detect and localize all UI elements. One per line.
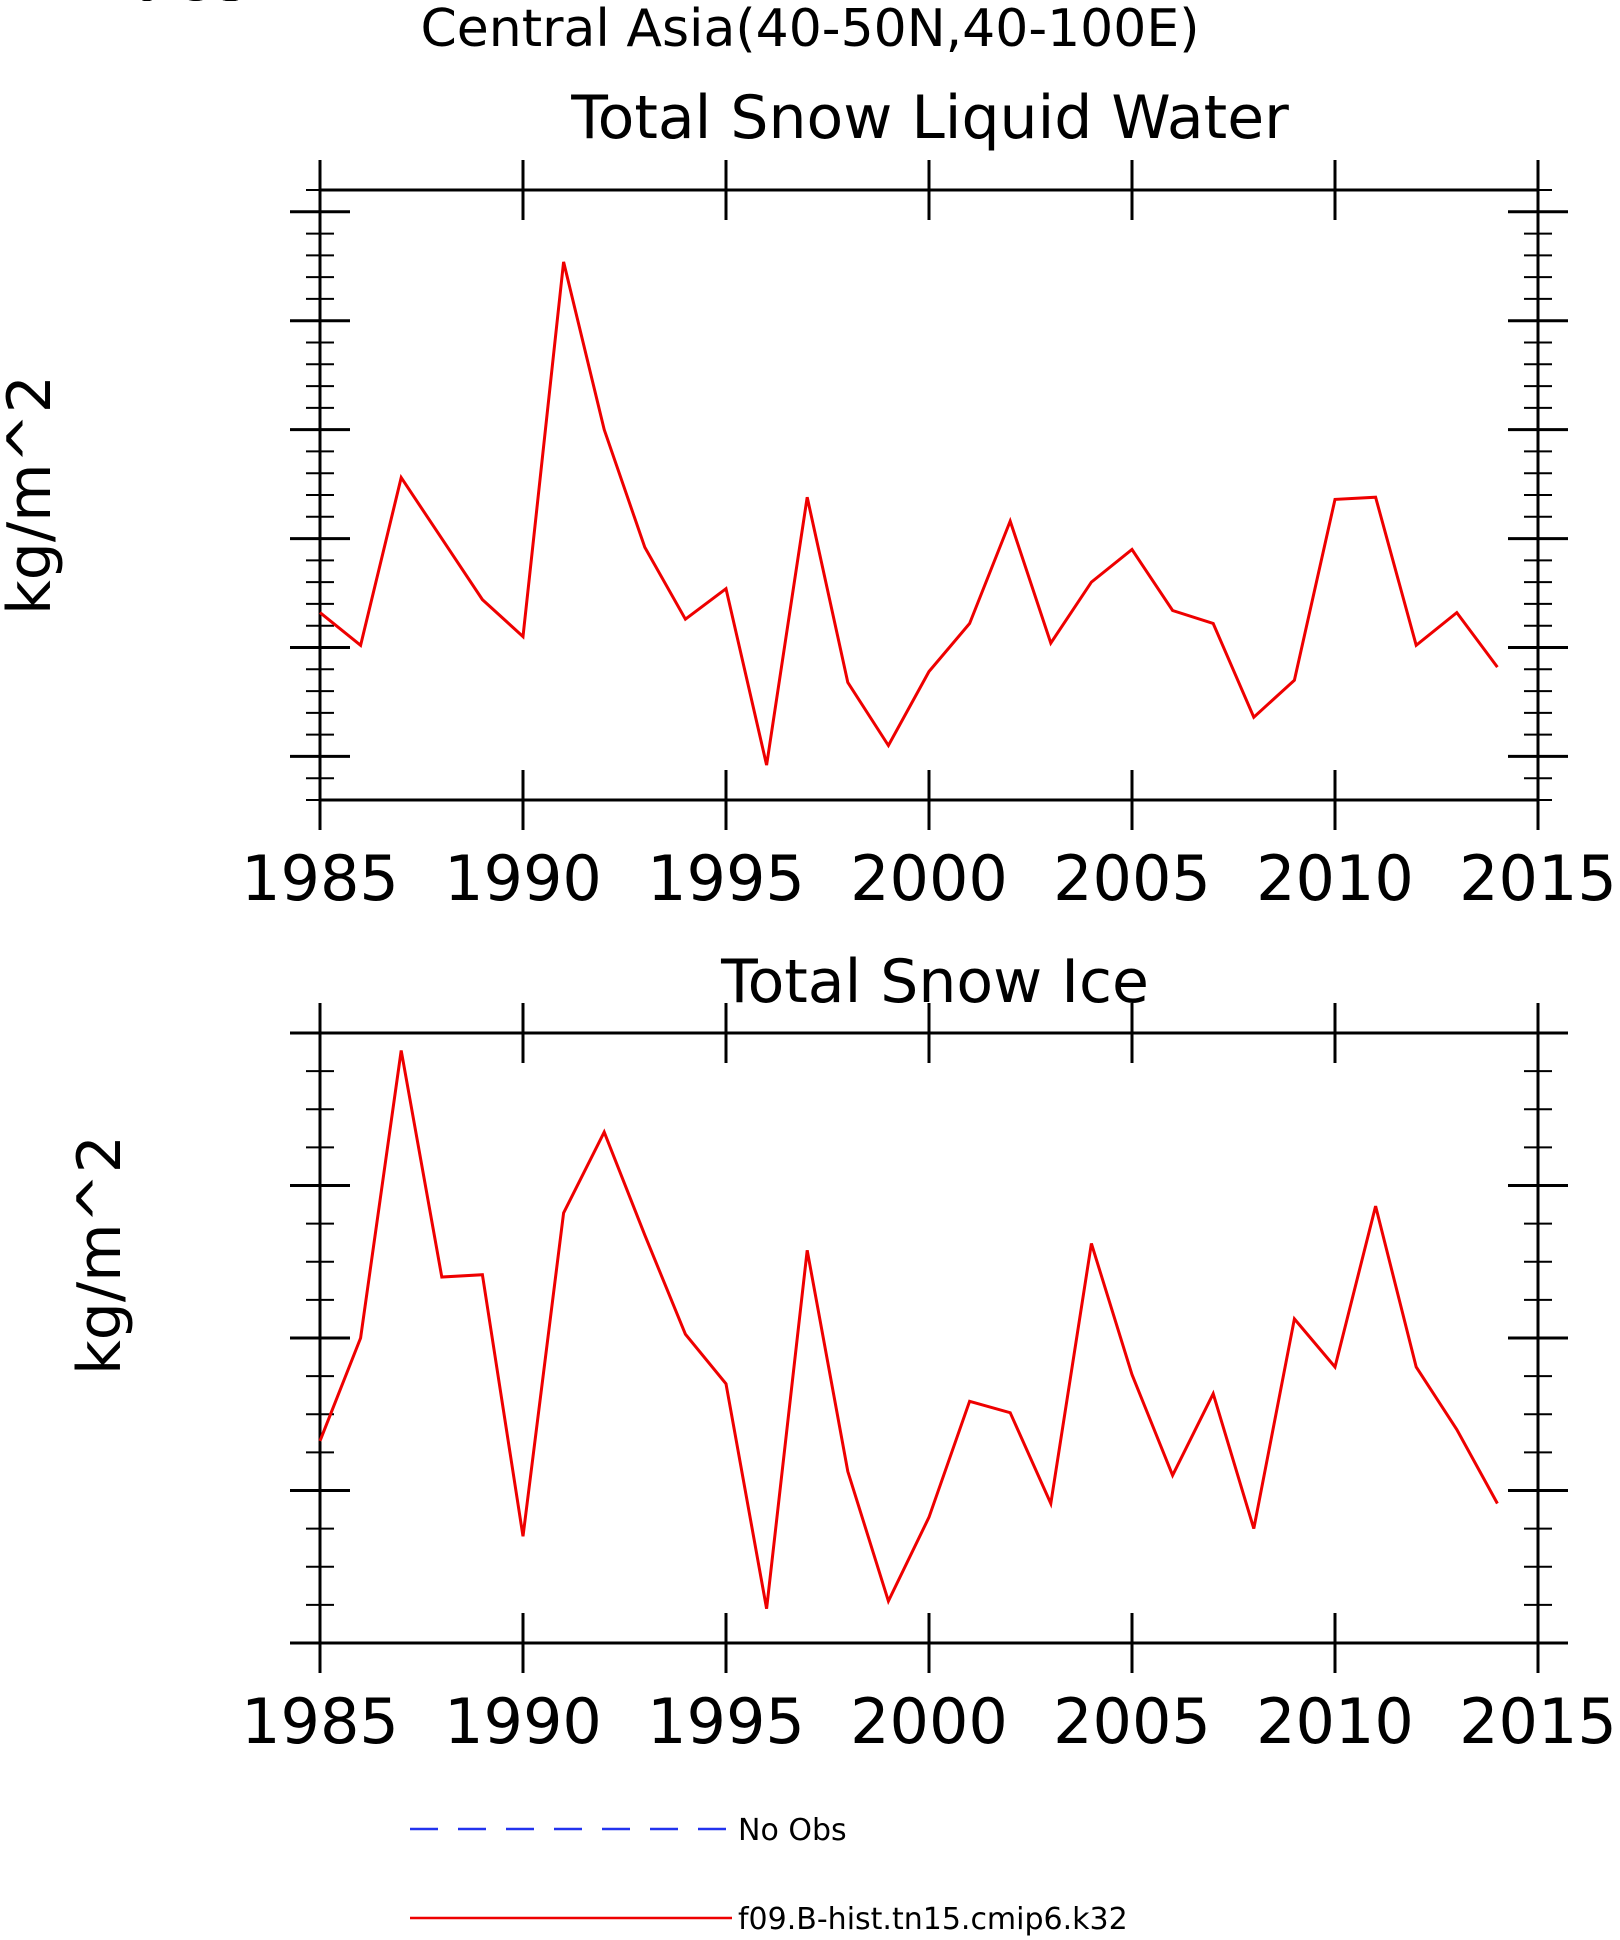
data-points [319,1050,1498,1609]
main-title: Central Asia(40-50N,40-100E) [421,0,1200,59]
y-tick-label: 0.10 [130,0,250,13]
x-tick-label: 2015 [1459,1685,1617,1758]
y-axis-label: kg/m^2 [65,1135,135,1375]
x-tick-label: 2000 [850,842,1008,915]
panel-snow-liquid-water: Total Snow Liquid Water kg/m^2 1985 1990 1… [0,0,1617,915]
series-line-model [318,1050,1499,1609]
x-tick-label: 2010 [1256,842,1414,915]
y-tick-label: 0.20 [130,0,250,13]
x-tick-label: 1995 [647,842,805,915]
axis-ticks [290,160,1568,830]
tick-labels: 1985 1990 1995 2000 2005 2010 2015 0.100.150.20… [130,0,1617,915]
x-tick-label: 2005 [1053,1685,1211,1758]
y-tick-label: 0.30 [130,0,250,13]
series-line-model [319,261,1499,766]
x-tick-label: 1985 [241,842,399,915]
x-tick-label: 1990 [444,1685,602,1758]
x-tick-label: 2000 [850,1685,1008,1758]
x-tick-label: 2010 [1256,1685,1414,1758]
chart-title: Total Snow Ice [720,947,1149,1017]
y-tick-label: 14 [186,0,250,12]
y-tick-label: 8 [218,0,250,12]
x-tick-label: 1990 [444,842,602,915]
chart-title: Total Snow Liquid Water [570,83,1289,153]
y-axis-label: kg/m^2 [0,375,65,615]
x-tick-label: 2015 [1459,842,1617,915]
legend-label-no-obs: No Obs [738,1813,847,1848]
plot-frame [318,188,1540,802]
y-tick-label: 12 [186,0,250,12]
legend: No Obs f09.B-hist.tn15.cmip6.k32 [410,1813,1128,1937]
legend-label-model: f09.B-hist.tn15.cmip6.k32 [738,1902,1128,1937]
data-points [319,261,1498,766]
plot-frame [318,1031,1540,1645]
tick-labels: 1985 1990 1995 2000 2005 2010 2015 810121416 [186,0,1617,1758]
axis-ticks [290,1003,1568,1673]
x-tick-label: 1985 [241,1685,399,1758]
x-tick-label: 2005 [1053,842,1211,915]
y-tick-label: 10 [186,0,250,12]
x-tick-label: 1995 [647,1685,805,1758]
panel-snow-ice: Total Snow Ice kg/m^2 1985 1990 1995 2000 20… [65,0,1617,1758]
y-tick-label: 0.15 [130,0,250,13]
y-tick-label: 0.25 [130,0,250,13]
y-tick-label: 0.35 [130,0,250,13]
y-tick-label: 16 [186,0,250,12]
